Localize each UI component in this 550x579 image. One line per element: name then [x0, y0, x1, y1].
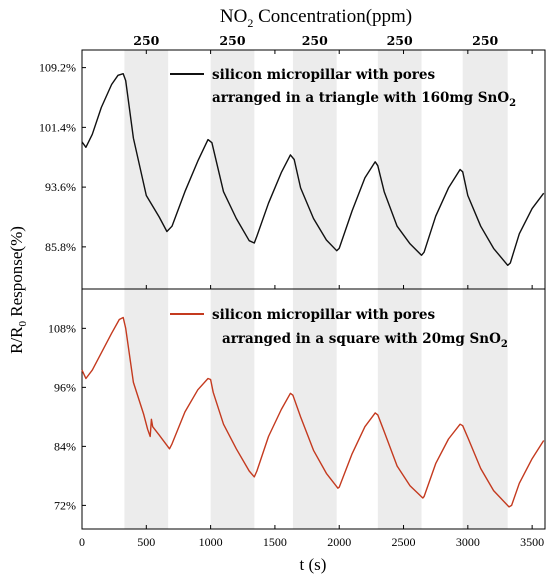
top-y-tick-label: 85.8% — [45, 240, 76, 254]
x-tick-label: 2000 — [327, 535, 351, 549]
top-legend-line2: arranged in a triangle with 160mg SnO2 — [212, 90, 516, 109]
series-lines — [81, 72, 545, 508]
top-series-line — [81, 72, 545, 266]
bottom-series-line — [81, 316, 545, 508]
x-tick-label: 2500 — [392, 535, 416, 549]
concentration-label-4: 250 — [387, 33, 413, 48]
concentration-label-2: 250 — [219, 33, 245, 48]
top-legend-line1: silicon micropillar with pores — [212, 67, 436, 83]
x-tick-label: 500 — [137, 535, 155, 549]
x-tick-label: 0 — [79, 535, 85, 549]
x-tick-label: 1500 — [263, 535, 287, 549]
top-y-tick-label: 101.4% — [39, 120, 76, 134]
bottom-y-tick-label: 72% — [54, 498, 76, 512]
concentration-title: NO2 Concentration(ppm) — [220, 6, 412, 30]
top-legend: silicon micropillar with pores arranged … — [170, 67, 516, 109]
bottom-y-tick-label: 84% — [54, 439, 76, 453]
bottom-y-tick-label: 108% — [48, 321, 76, 335]
bottom-panel-frame — [81, 288, 546, 530]
bottom-legend-line1: silicon micropillar with pores — [212, 307, 436, 323]
axis-ticks: 0 500 1000 1500 2000 2500 3000 3500 109.2% 101.4%… — [39, 50, 544, 549]
bottom-legend-line2: arranged in a square with 20mg SnO2 — [222, 331, 508, 350]
y-axis-label: R/R0 Response(%) — [7, 226, 29, 354]
concentration-label-3: 250 — [302, 33, 328, 48]
bottom-y-tick-label: 96% — [54, 380, 76, 394]
concentration-labels: 250 250 250 250 250 — [133, 33, 498, 48]
concentration-label-1: 250 — [133, 33, 159, 48]
x-axis-label: t (s) — [300, 555, 327, 574]
bottom-legend: silicon micropillar with pores arranged … — [170, 307, 508, 350]
top-y-tick-label: 93.6% — [45, 180, 76, 194]
top-y-tick-label: 109.2% — [39, 61, 76, 75]
concentration-label-5: 250 — [472, 33, 498, 48]
x-tick-label: 3500 — [520, 535, 544, 549]
x-tick-label: 1000 — [199, 535, 223, 549]
x-tick-label: 3000 — [456, 535, 480, 549]
